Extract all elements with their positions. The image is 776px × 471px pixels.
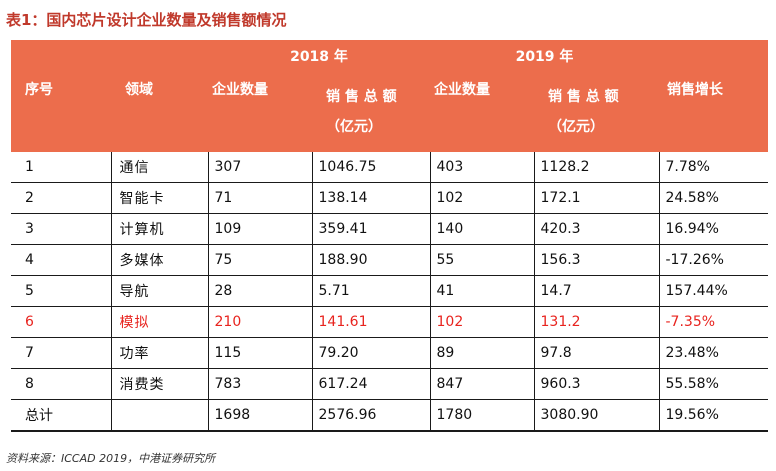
cell-count-2019: 403: [429, 152, 534, 183]
cell-sales-2018: 188.90: [311, 244, 430, 276]
table-row-highlighted: 6 模拟 210 141.61 102 131.2 -7.35%: [11, 306, 768, 338]
cell-sales-2019: 131.2: [533, 306, 659, 338]
table-row: 1 通信 307 1046.75 403 1128.2 7.78%: [11, 152, 768, 183]
table-row: 4 多媒体 75 188.90 55 156.3 -17.26%: [11, 244, 768, 276]
source-note: 资料来源：ICCAD 2019，中港证券研究所: [6, 452, 216, 465]
year-header-row: 2018 年 2019 年: [11, 40, 768, 71]
cell-count-2018: 115: [207, 337, 312, 369]
cell-index: 4: [11, 244, 111, 276]
table-title: 表1：国内芯片设计企业数量及销售额情况: [6, 11, 287, 29]
cell-total-label: 总计: [11, 399, 111, 432]
sales-2019-line1: 销 售 总 额: [548, 88, 619, 105]
col-header-field: 领域: [111, 71, 208, 152]
col-header-count-2019: 企业数量: [430, 71, 534, 152]
cell-index: 3: [11, 213, 111, 245]
table-row-total: 总计 1698 2576.96 1780 3080.90 19.56%: [11, 399, 768, 432]
cell-field: 通信: [110, 152, 208, 183]
cell-sales-2018: 359.41: [311, 213, 430, 245]
cell-count-2018: 75: [207, 244, 312, 276]
cell-count-2018: 210: [207, 306, 312, 338]
cell-field: 消费类: [110, 368, 208, 400]
cell-index: 5: [11, 275, 111, 307]
cell-field: 导航: [110, 275, 208, 307]
cell-field: 模拟: [110, 306, 208, 338]
column-header-row: 序号 领域 企业数量 销 售 总 额 （亿元） 企业数量 销 售 总 额 （亿元…: [11, 71, 768, 152]
cell-sales-2019: 14.7: [533, 275, 659, 307]
cell-field: 功率: [110, 337, 208, 369]
cell-count-2018: 307: [207, 152, 312, 183]
cell-sales-2019: 97.8: [533, 337, 659, 369]
cell-sales-2019: 960.3: [533, 368, 659, 400]
cell-growth: 16.94%: [658, 213, 768, 245]
cell-growth: -17.26%: [658, 244, 768, 276]
table-row: 2 智能卡 71 138.14 102 172.1 24.58%: [11, 182, 768, 214]
cell-growth: 23.48%: [658, 337, 768, 369]
col-header-sales-2018: 销 售 总 额 （亿元）: [312, 71, 430, 152]
header-blank: [11, 40, 111, 71]
cell-count-2019: 102: [429, 306, 534, 338]
cell-growth: 55.58%: [658, 368, 768, 400]
header-blank: [659, 40, 768, 71]
sales-2018-line1: 销 售 总 额: [326, 88, 397, 105]
cell-sales-2019: 172.1: [533, 182, 659, 214]
table-row: 3 计算机 109 359.41 140 420.3 16.94%: [11, 213, 768, 245]
cell-count-2018: 71: [207, 182, 312, 214]
header-blank: [111, 40, 208, 71]
cell-index: 8: [11, 368, 111, 400]
year-2019-header: 2019 年: [430, 40, 659, 71]
cell-growth: 19.56%: [658, 399, 768, 432]
cell-count-2019: 41: [429, 275, 534, 307]
cell-count-2019: 1780: [429, 399, 534, 432]
sales-2019-line2: （亿元）: [548, 118, 604, 135]
cell-sales-2019: 3080.90: [533, 399, 659, 432]
cell-sales-2018: 138.14: [311, 182, 430, 214]
cell-growth: 24.58%: [658, 182, 768, 214]
col-header-index: 序号: [11, 71, 111, 152]
cell-field: 智能卡: [110, 182, 208, 214]
cell-count-2019: 55: [429, 244, 534, 276]
col-header-count-2018: 企业数量: [208, 71, 312, 152]
chip-design-table: 2018 年 2019 年 序号 领域 企业数量 销 售 总 额 （亿元） 企业…: [11, 40, 768, 432]
cell-count-2018: 28: [207, 275, 312, 307]
table-row: 8 消费类 783 617.24 847 960.3 55.58%: [11, 368, 768, 400]
cell-field: [110, 399, 208, 432]
cell-count-2019: 140: [429, 213, 534, 245]
sales-2018-line2: （亿元）: [326, 118, 382, 135]
col-header-sales-2019: 销 售 总 额 （亿元）: [534, 71, 659, 152]
cell-sales-2019: 1128.2: [533, 152, 659, 183]
cell-sales-2019: 156.3: [533, 244, 659, 276]
col-header-growth: 销售增长: [659, 71, 768, 152]
cell-sales-2018: 1046.75: [311, 152, 430, 183]
cell-sales-2018: 5.71: [311, 275, 430, 307]
cell-sales-2018: 79.20: [311, 337, 430, 369]
cell-sales-2018: 617.24: [311, 368, 430, 400]
cell-field: 多媒体: [110, 244, 208, 276]
cell-count-2019: 102: [429, 182, 534, 214]
cell-count-2019: 847: [429, 368, 534, 400]
cell-growth: 157.44%: [658, 275, 768, 307]
cell-count-2018: 109: [207, 213, 312, 245]
cell-index: 1: [11, 152, 111, 183]
cell-sales-2018: 2576.96: [311, 399, 430, 432]
cell-growth: -7.35%: [658, 306, 768, 338]
table-row: 7 功率 115 79.20 89 97.8 23.48%: [11, 337, 768, 369]
cell-field: 计算机: [110, 213, 208, 245]
cell-index: 2: [11, 182, 111, 214]
cell-count-2018: 1698: [207, 399, 312, 432]
cell-index: 6: [11, 306, 111, 338]
cell-growth: 7.78%: [658, 152, 768, 183]
cell-sales-2019: 420.3: [533, 213, 659, 245]
cell-sales-2018: 141.61: [311, 306, 430, 338]
cell-index: 7: [11, 337, 111, 369]
table-row: 5 导航 28 5.71 41 14.7 157.44%: [11, 275, 768, 307]
cell-count-2019: 89: [429, 337, 534, 369]
year-2018-header: 2018 年: [208, 40, 430, 71]
cell-count-2018: 783: [207, 368, 312, 400]
